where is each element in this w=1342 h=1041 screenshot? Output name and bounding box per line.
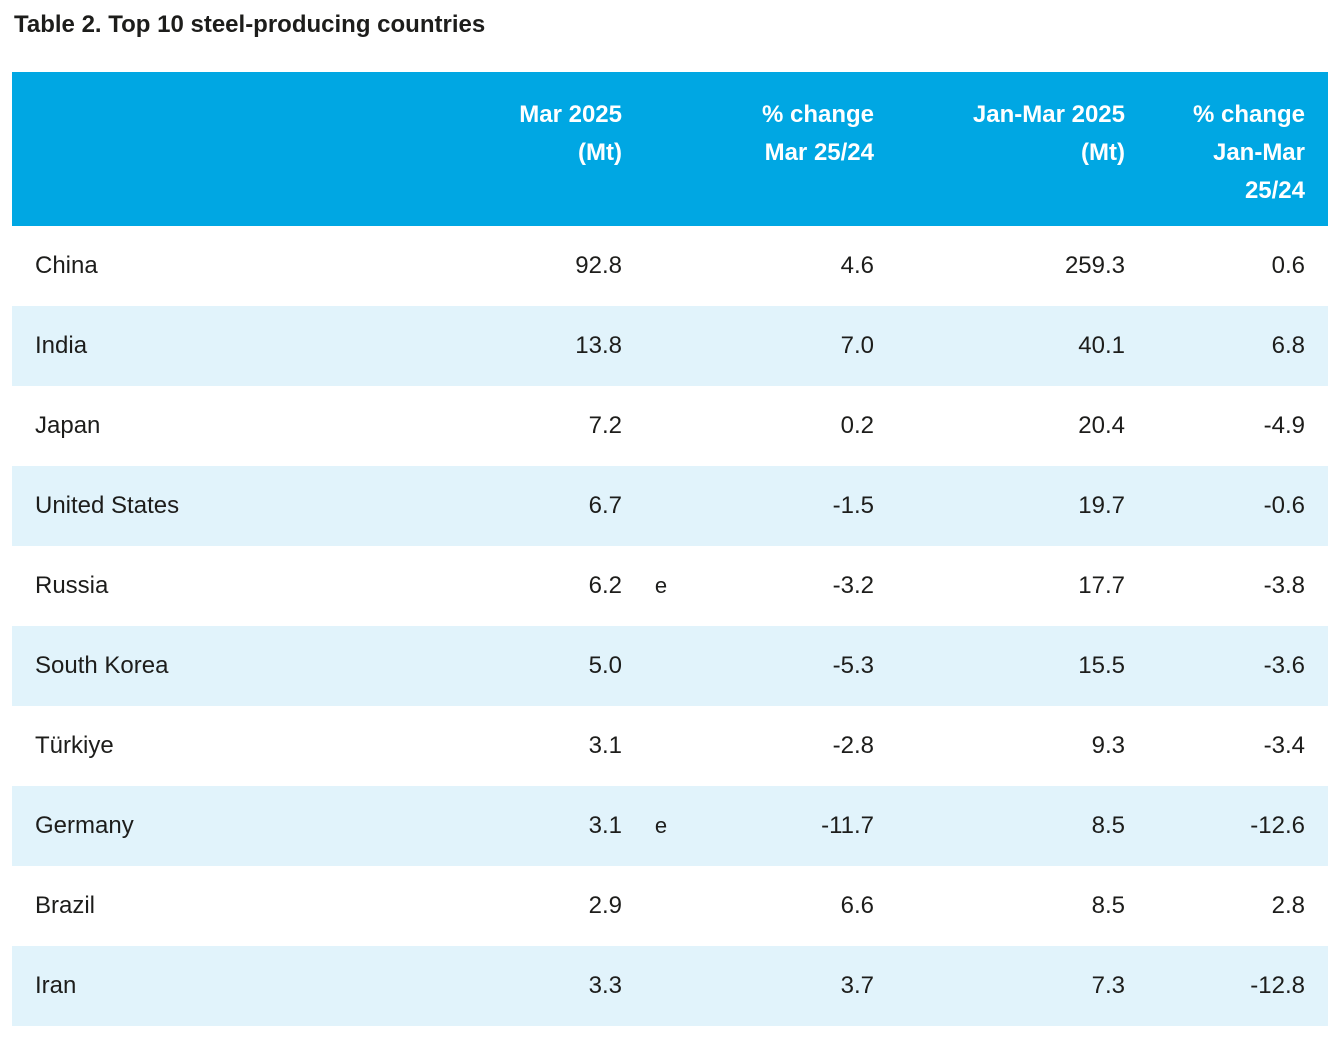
table-row: India 13.8 7.0 40.1 6.8: [12, 306, 1328, 386]
country-column-header: [12, 72, 342, 226]
estimate-flag: [622, 386, 700, 466]
mar-value-cell: 6.2: [342, 546, 622, 626]
jan-mar-value-cell: 8.5: [874, 866, 1125, 946]
pct-change-mar-column-header: % change Mar 25/24: [700, 72, 874, 226]
jan-mar-value-cell: 259.3: [874, 226, 1125, 306]
estimate-flag: [622, 706, 700, 786]
table-row: Türkiye 3.1 -2.8 9.3 -3.4: [12, 706, 1328, 786]
jan-mar-value-cell: 9.3: [874, 706, 1125, 786]
country-cell: United States: [12, 466, 342, 546]
jan-mar-value-cell: 7.3: [874, 946, 1125, 1026]
jan-mar-value-cell: 20.4: [874, 386, 1125, 466]
mar-value-cell: 3.3: [342, 946, 622, 1026]
header-line: 25/24: [1244, 177, 1305, 204]
table-row: China 92.8 4.6 259.3 0.6: [12, 226, 1328, 306]
header-line: Mar 25/24: [764, 139, 874, 166]
country-cell: Türkiye: [12, 706, 342, 786]
pct-change-mar-cell: -2.8: [700, 706, 874, 786]
country-cell: South Korea: [12, 626, 342, 706]
estimate-flag: [622, 226, 700, 306]
table-row: Russia 6.2 e -3.2 17.7 -3.8: [12, 546, 1328, 626]
table-row: Germany 3.1 e -11.7 8.5 -12.6: [12, 786, 1328, 866]
note-column-header: [622, 72, 700, 226]
mar-value-cell: 13.8: [342, 306, 622, 386]
header-line: (Mt): [1081, 139, 1125, 166]
header-line: % change: [761, 101, 874, 128]
pct-change-mar-cell: -5.3: [700, 626, 874, 706]
pct-change-jan-mar-cell: -3.4: [1125, 706, 1328, 786]
mar-value-cell: 2.9: [342, 866, 622, 946]
table-row: Brazil 2.9 6.6 8.5 2.8: [12, 866, 1328, 946]
estimate-flag: [622, 866, 700, 946]
table-header: Mar 2025 (Mt) % change Mar 25/24 Jan-Mar…: [12, 72, 1328, 226]
mar-value-cell: 5.0: [342, 626, 622, 706]
pct-change-jan-mar-cell: -3.6: [1125, 626, 1328, 706]
country-cell: India: [12, 306, 342, 386]
pct-change-mar-cell: 4.6: [700, 226, 874, 306]
table-row: South Korea 5.0 -5.3 15.5 -3.6: [12, 626, 1328, 706]
header-row: Mar 2025 (Mt) % change Mar 25/24 Jan-Mar…: [12, 72, 1328, 226]
mar-value-cell: 7.2: [342, 386, 622, 466]
pct-change-mar-cell: -3.2: [700, 546, 874, 626]
mar-value-cell: 6.7: [342, 466, 622, 546]
country-cell: China: [12, 226, 342, 306]
pct-change-jan-mar-cell: 6.8: [1125, 306, 1328, 386]
header-line: Jan-Mar 2025: [972, 101, 1125, 128]
table-row: Iran 3.3 3.7 7.3 -12.8: [12, 946, 1328, 1026]
mar-value-cell: 3.1: [342, 706, 622, 786]
pct-change-jan-mar-cell: -4.9: [1125, 386, 1328, 466]
estimate-flag: [622, 626, 700, 706]
pct-change-mar-cell: -1.5: [700, 466, 874, 546]
estimate-flag: [622, 306, 700, 386]
pct-change-jan-mar-cell: 2.8: [1125, 866, 1328, 946]
jan-mar-value-cell: 40.1: [874, 306, 1125, 386]
mar-value-cell: 92.8: [342, 226, 622, 306]
header-line: (Mt): [578, 139, 622, 166]
pct-change-jan-mar-cell: -12.8: [1125, 946, 1328, 1026]
jan-mar-value-cell: 17.7: [874, 546, 1125, 626]
header-line: Jan-Mar: [1212, 139, 1305, 166]
country-cell: Brazil: [12, 866, 342, 946]
estimate-flag: e: [622, 786, 700, 866]
country-cell: Germany: [12, 786, 342, 866]
pct-change-jan-mar-column-header: % change Jan-Mar 25/24: [1125, 72, 1328, 226]
header-line: % change: [1192, 101, 1305, 128]
jan-mar-value-cell: 8.5: [874, 786, 1125, 866]
jan-mar-2025-column-header: Jan-Mar 2025 (Mt): [874, 72, 1125, 226]
mar-2025-column-header: Mar 2025 (Mt): [342, 72, 622, 226]
pct-change-jan-mar-cell: -3.8: [1125, 546, 1328, 626]
pct-change-mar-cell: 7.0: [700, 306, 874, 386]
pct-change-jan-mar-cell: -0.6: [1125, 466, 1328, 546]
table-row: Japan 7.2 0.2 20.4 -4.9: [12, 386, 1328, 466]
jan-mar-value-cell: 19.7: [874, 466, 1125, 546]
pct-change-jan-mar-cell: 0.6: [1125, 226, 1328, 306]
pct-change-mar-cell: 3.7: [700, 946, 874, 1026]
estimate-flag: [622, 946, 700, 1026]
country-cell: Russia: [12, 546, 342, 626]
table-row: United States 6.7 -1.5 19.7 -0.6: [12, 466, 1328, 546]
jan-mar-value-cell: 15.5: [874, 626, 1125, 706]
mar-value-cell: 3.1: [342, 786, 622, 866]
country-cell: Japan: [12, 386, 342, 466]
header-line: Mar 2025: [519, 101, 622, 128]
pct-change-mar-cell: 0.2: [700, 386, 874, 466]
pct-change-jan-mar-cell: -12.6: [1125, 786, 1328, 866]
estimate-flag: e: [622, 546, 700, 626]
country-cell: Iran: [12, 946, 342, 1026]
table-body: China 92.8 4.6 259.3 0.6 India 13.8 7.0 …: [12, 226, 1328, 1026]
pct-change-mar-cell: 6.6: [700, 866, 874, 946]
pct-change-mar-cell: -11.7: [700, 786, 874, 866]
estimate-flag: [622, 466, 700, 546]
table-title: Table 2. Top 10 steel-producing countrie…: [14, 11, 486, 38]
steel-production-table: Mar 2025 (Mt) % change Mar 25/24 Jan-Mar…: [12, 72, 1328, 1026]
